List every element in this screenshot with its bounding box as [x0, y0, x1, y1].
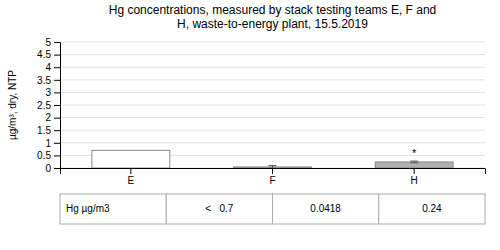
- y-axis: 0 0.51 1.5 22.5 33.5 4 4.55: [37, 37, 60, 174]
- annotation: *: [412, 147, 417, 159]
- y-tick: 3.5: [37, 75, 60, 86]
- y-tick-mark: [54, 67, 60, 68]
- table-cell: [273, 194, 379, 224]
- y-tick: 2: [45, 112, 60, 123]
- grid-line: [60, 67, 485, 68]
- y-tick: 0.5: [37, 150, 60, 161]
- title-line: Hg concentrations, measured by stack tes…: [109, 3, 437, 17]
- grid-line: [60, 142, 485, 143]
- marks: [92, 150, 453, 168]
- table-row-label: Hg µg/m3: [66, 203, 110, 214]
- table-cell: [379, 194, 485, 224]
- title: Hg concentrations, measured by stack tes…: [109, 3, 437, 31]
- error-bar: [269, 166, 277, 168]
- y-tick: 4: [45, 62, 60, 73]
- y-tick-label: 4.5: [37, 49, 51, 60]
- y-tick-mark: [54, 92, 60, 93]
- x-tick-label: E: [127, 175, 134, 186]
- y-tick-label: 0: [45, 163, 51, 174]
- x-tick-mark: [272, 168, 273, 174]
- y-tick-mark: [54, 130, 60, 131]
- y-tick-label: 0.5: [37, 150, 51, 161]
- bar: [92, 150, 170, 168]
- grid-line: [60, 92, 485, 93]
- x-tick-label: F: [269, 175, 275, 186]
- y-tick: 1.5: [37, 125, 60, 136]
- y-tick: 3: [45, 87, 60, 98]
- grid-line: [60, 79, 485, 80]
- y-tick-label: 5: [45, 37, 51, 48]
- plot: 0 0.51 1.5 22.5 33.5 4 4.55 E F H *: [37, 37, 485, 186]
- y-tick-label: 2: [45, 112, 51, 123]
- y-tick-mark: [54, 118, 60, 119]
- bar: [375, 162, 453, 168]
- table-value: 0.0418: [310, 203, 341, 214]
- y-tick: 4.5: [37, 49, 60, 60]
- x-axis: EFH: [61, 168, 486, 186]
- table: Hg µg/m3 < 0.7 0.0418 0.24: [60, 194, 485, 224]
- y-tick: 5: [45, 37, 60, 48]
- y-tick-label: 3.5: [37, 75, 51, 86]
- y-tick-label: 2.5: [37, 100, 51, 111]
- x-tick: F: [269, 168, 275, 186]
- grid: [60, 42, 485, 168]
- y-tick: 2.5: [37, 100, 60, 111]
- grid-line: [60, 105, 485, 106]
- y-tick-mark: [54, 80, 60, 81]
- y-tick-mark: [54, 168, 60, 169]
- table-cell: [166, 194, 272, 224]
- y-tick-mark: [54, 105, 60, 106]
- title-line: H, waste-to-energy plant, 15.5.2019: [177, 17, 368, 31]
- error-bar: [410, 161, 418, 163]
- y-tick-mark: [54, 143, 60, 144]
- table-cell: [60, 194, 166, 224]
- y-axis-line: [54, 43, 61, 169]
- x-tick-mark: [414, 168, 415, 174]
- x-tick-mark: [130, 168, 131, 174]
- grid-line: [60, 117, 485, 118]
- y-tick-mark: [54, 155, 60, 156]
- table-value: < 0.7: [205, 203, 234, 214]
- y-tick-label: 3: [45, 87, 51, 98]
- y-tick-label: 4: [45, 62, 51, 73]
- y-axis-title: µg/m³, dry, NTP: [7, 70, 18, 140]
- y-tick-mark: [54, 55, 60, 56]
- x-tick-label: H: [411, 175, 418, 186]
- grid-line: [60, 54, 485, 55]
- x-tick: H: [411, 168, 418, 186]
- y-tick-mark: [54, 42, 60, 43]
- y-tick: 0: [45, 163, 60, 174]
- x-tick: E: [127, 168, 134, 186]
- grid-line: [60, 130, 485, 131]
- chart: Hg concentrations, measured by stack tes…: [0, 0, 500, 250]
- y-tick-label: 1: [45, 138, 51, 149]
- table-value: 0.24: [422, 203, 442, 214]
- y-tick: 1: [45, 138, 60, 149]
- x-axis-line: [61, 169, 486, 175]
- grid-line: [60, 42, 485, 43]
- y-tick-label: 1.5: [37, 125, 51, 136]
